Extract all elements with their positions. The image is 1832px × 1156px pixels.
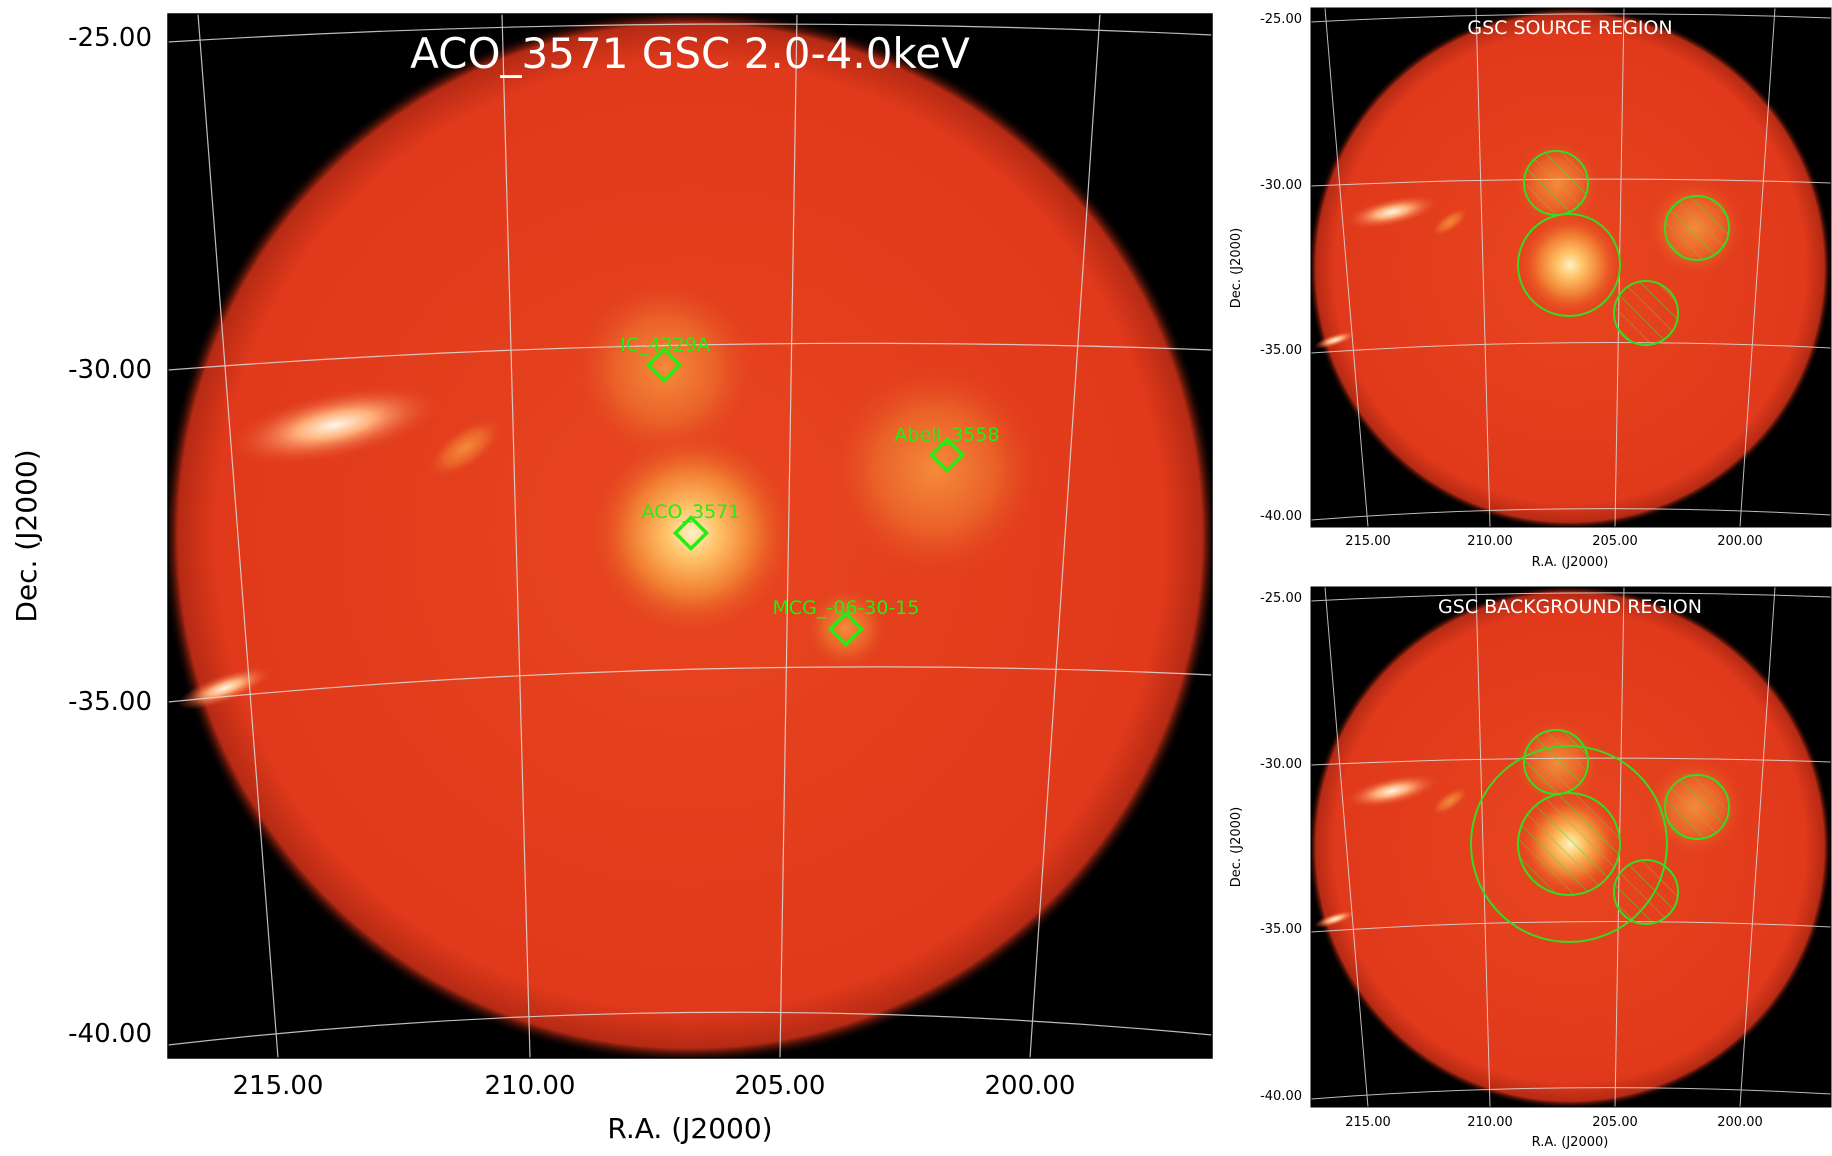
dec-tick: -30.00 xyxy=(68,355,152,385)
source-region xyxy=(1517,213,1621,317)
excluded-region xyxy=(1523,150,1589,216)
faint-streak xyxy=(426,417,504,479)
dec-tick: -40.00 xyxy=(1260,509,1302,524)
dec-tick: -30.00 xyxy=(1260,178,1302,193)
main-title: ACO_3571 GSC 2.0-4.0keV xyxy=(410,29,970,78)
dec-tick: -40.00 xyxy=(1260,1089,1302,1104)
source-labels: IC_4329A Abell_3558 ACO_3571 MCG_-06-30-… xyxy=(620,334,999,619)
dec-tick: -30.00 xyxy=(1260,757,1302,772)
source-regions xyxy=(1517,150,1730,346)
source-y-axis-label: Dec. (J2000) xyxy=(1229,228,1244,308)
background-y-axis-label: Dec. (J2000) xyxy=(1229,807,1244,887)
source-glow xyxy=(1518,213,1622,317)
excluded-region xyxy=(1664,774,1730,840)
label-aco3571: ACO_3571 xyxy=(642,501,741,523)
bright-streak xyxy=(1344,774,1440,808)
faint-streak xyxy=(1431,207,1469,237)
ra-tick: 200.00 xyxy=(1717,534,1763,549)
dec-tick: -25.00 xyxy=(68,23,152,53)
source-frame xyxy=(1310,7,1832,528)
source-glow-abell3558 xyxy=(825,360,1045,580)
dec-tick: -40.00 xyxy=(68,1019,152,1049)
label-mcg: MCG_-06-30-15 xyxy=(773,597,920,619)
excluded-region xyxy=(1664,195,1730,261)
source-glow-ic4329a xyxy=(570,275,760,465)
background-ra-ticks: 215.00 210.00 205.00 200.00 xyxy=(1345,1115,1763,1130)
dec-tick: -35.00 xyxy=(1260,343,1302,358)
dec-tick: -35.00 xyxy=(1260,922,1302,937)
dec-tick: -25.00 xyxy=(1260,12,1302,27)
ra-tick: 205.00 xyxy=(735,1071,826,1101)
faint-streak xyxy=(1431,786,1469,816)
background-regions xyxy=(1470,729,1730,943)
source-markers xyxy=(645,346,966,648)
coordinate-grid xyxy=(168,14,1212,1058)
dec-tick: -25.00 xyxy=(1260,591,1302,606)
source-image xyxy=(1311,8,1831,527)
dec-tick: -35.00 xyxy=(68,687,152,717)
source-ra-ticks: 215.00 210.00 205.00 200.00 xyxy=(1345,534,1763,549)
source-x-axis-label: R.A. (J2000) xyxy=(1532,555,1609,570)
main-frame xyxy=(167,13,1213,1059)
main-y-axis-label: Dec. (J2000) xyxy=(10,449,43,622)
source-glow-mcg xyxy=(804,586,888,670)
edge-streak xyxy=(1313,331,1357,349)
ra-tick: 210.00 xyxy=(1467,534,1513,549)
ra-tick: 215.00 xyxy=(1345,534,1391,549)
main-panel: IC_4329A Abell_3558 ACO_3571 MCG_-06-30-… xyxy=(10,13,1213,1145)
marker-ic4329a xyxy=(645,346,683,384)
source-dec-ticks: -25.00 -30.00 -35.00 -40.00 xyxy=(1260,12,1302,524)
bright-streak xyxy=(227,384,443,466)
excluded-region xyxy=(1523,729,1589,795)
marker-mcg xyxy=(827,610,865,648)
bright-streak xyxy=(1344,195,1440,229)
edge-streak xyxy=(1313,910,1357,928)
source-panel-title: GSC SOURCE REGION xyxy=(1467,17,1672,39)
label-abell3558: Abell_3558 xyxy=(894,424,999,446)
main-dec-ticks: -25.00 -30.00 -35.00 -40.00 xyxy=(68,23,152,1049)
marker-aco3571 xyxy=(672,514,710,552)
background-image xyxy=(1311,587,1831,1107)
excluded-region xyxy=(1613,859,1679,925)
main-ra-ticks: 215.00 210.00 205.00 200.00 xyxy=(233,1071,1076,1101)
background-dec-ticks: -25.00 -30.00 -35.00 -40.00 xyxy=(1260,591,1302,1104)
background-region-panel: GSC BACKGROUND REGION 215.00 210.00 205.… xyxy=(1229,586,1832,1150)
background-x-axis-label: R.A. (J2000) xyxy=(1532,1135,1609,1150)
source-glow-aco3571 xyxy=(587,428,797,638)
ra-tick: 210.00 xyxy=(485,1071,576,1101)
ra-tick: 205.00 xyxy=(1592,534,1638,549)
ra-tick: 205.00 xyxy=(1592,1115,1638,1130)
label-ic4329a: IC_4329A xyxy=(620,334,710,356)
main-image xyxy=(168,14,1212,1058)
excluded-source-region xyxy=(1517,792,1621,896)
ra-tick: 200.00 xyxy=(1717,1115,1763,1130)
ra-tick: 200.00 xyxy=(985,1071,1076,1101)
ra-tick: 210.00 xyxy=(1467,1115,1513,1130)
main-x-axis-label: R.A. (J2000) xyxy=(607,1112,772,1145)
ra-tick: 215.00 xyxy=(233,1071,324,1101)
excluded-region xyxy=(1613,280,1679,346)
ra-tick: 215.00 xyxy=(1345,1115,1391,1130)
background-panel-title: GSC BACKGROUND REGION xyxy=(1438,596,1702,618)
marker-abell3558 xyxy=(928,436,966,474)
source-region-panel: GSC SOURCE REGION 215.00 210.00 205.00 2… xyxy=(1229,7,1832,570)
background-frame xyxy=(1310,586,1832,1108)
